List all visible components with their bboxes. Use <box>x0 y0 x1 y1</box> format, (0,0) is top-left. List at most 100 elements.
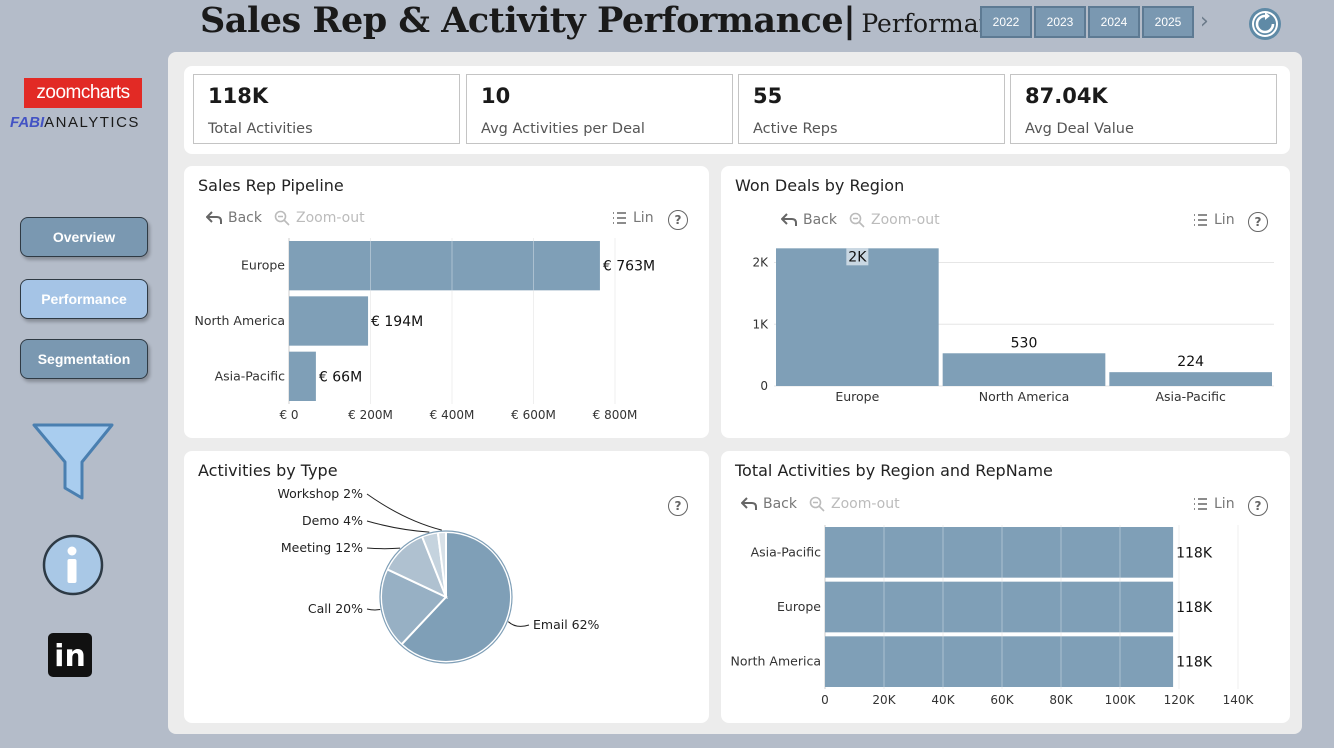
back-button[interactable]: Back <box>206 210 262 226</box>
leader-line <box>366 547 401 550</box>
zoom-out-label: Zoom-out <box>296 210 365 226</box>
year-button-2025[interactable]: 2025 <box>1142 6 1194 38</box>
info-icon[interactable] <box>42 534 104 596</box>
bar[interactable] <box>289 241 600 291</box>
list-icon <box>613 212 626 224</box>
bar[interactable] <box>289 296 369 346</box>
chevron-right-icon[interactable]: › <box>1200 9 1209 34</box>
zoomcharts-logo: zoomcharts <box>24 78 142 108</box>
pie-slice[interactable] <box>380 567 448 646</box>
kpi-value: 87.04K <box>1025 84 1108 108</box>
y-tick-label: 1K <box>752 317 769 331</box>
bar[interactable] <box>1109 372 1272 386</box>
x-tick-label: € 200M <box>348 408 393 422</box>
fabi-logo-mark: FABI <box>10 114 45 131</box>
back-button[interactable]: Back <box>741 496 797 512</box>
linkedin-icon[interactable]: in <box>48 633 92 677</box>
kpi-label: Avg Deal Value <box>1025 121 1134 137</box>
pie-slice[interactable] <box>400 530 512 663</box>
back-arrow-icon <box>741 497 757 510</box>
help-icon[interactable]: ? <box>1248 212 1268 232</box>
lin-label: Lin <box>1214 212 1235 228</box>
category-label: Asia-Pacific <box>215 368 286 383</box>
leader-line <box>366 520 430 533</box>
kpi-label: Total Activities <box>208 121 313 137</box>
help-icon[interactable]: ? <box>668 210 688 230</box>
won-deals-by-region-card: Won Deals by Region Back Zoom-out Lin ? … <box>721 166 1290 438</box>
kpi-card-avg-activities: 10 Avg Activities per Deal <box>466 74 733 144</box>
zoom-out-label: Zoom-out <box>831 496 900 512</box>
activities-by-type-card: Activities by Type ? Email 62% Call 20% Me… <box>184 451 709 723</box>
x-tick-label: 0 <box>821 693 829 707</box>
back-label: Back <box>803 212 837 228</box>
zoom-out-icon <box>849 212 865 228</box>
year-button-2023[interactable]: 2023 <box>1034 6 1086 38</box>
activities-by-type-pie: Email 62% Call 20% Meeting 12% Demo 4% Works… <box>278 486 600 664</box>
sales-rep-pipeline-chart: € 0 € 200M € 400M € 600M € 800M Europe € 763M N… <box>195 238 655 422</box>
lin-scale-toggle[interactable]: Lin <box>612 210 654 226</box>
help-icon[interactable]: ? <box>668 496 688 516</box>
bar[interactable] <box>825 636 1174 687</box>
year-button-2024[interactable]: 2024 <box>1088 6 1140 38</box>
slice-label: Demo 4% <box>302 513 363 528</box>
bar[interactable] <box>776 248 939 386</box>
lin-scale-toggle[interactable]: Lin <box>1193 212 1235 228</box>
value-label: € 194M <box>371 314 423 330</box>
bar[interactable] <box>825 527 1174 578</box>
nav-overview-button[interactable]: Overview <box>20 217 148 257</box>
total-activities-by-region-card: Total Activities by Region and RepName B… <box>721 451 1290 723</box>
nav-segmentation-button[interactable]: Segmentation <box>20 339 148 379</box>
kpi-label: Avg Activities per Deal <box>481 121 645 137</box>
bar[interactable] <box>289 351 316 401</box>
year-button-2022[interactable]: 2022 <box>980 6 1032 38</box>
y-tick-label: 0 <box>760 379 768 393</box>
kpi-card-avg-deal-value: 87.04K Avg Deal Value <box>1010 74 1277 144</box>
x-tick-label: € 400M <box>430 408 475 422</box>
fabi-logo-text: ANALYTICS <box>44 114 140 131</box>
refresh-icon[interactable] <box>1248 7 1282 41</box>
kpi-value: 55 <box>753 84 783 108</box>
x-tick-label: 120K <box>1164 693 1196 707</box>
kpi-card-active-reps: 55 Active Reps <box>738 74 1005 144</box>
filter-funnel-icon[interactable] <box>32 422 114 502</box>
x-tick-label: 140K <box>1223 693 1255 707</box>
bar[interactable] <box>825 581 1174 633</box>
category-label: North America <box>195 313 286 328</box>
zoom-out-button[interactable]: Zoom-out <box>274 210 365 226</box>
value-label: 118K <box>1176 600 1213 616</box>
zoom-out-button[interactable]: Zoom-out <box>849 212 940 228</box>
linkedin-label: in <box>54 639 86 674</box>
value-label: 2K <box>848 249 867 265</box>
bar[interactable] <box>942 353 1106 386</box>
zoom-out-icon <box>274 210 290 226</box>
sales-rep-pipeline-card: Sales Rep Pipeline Back Zoom-out Lin ? €… <box>184 166 709 438</box>
x-tick-label: 100K <box>1105 693 1137 707</box>
pie-outline <box>379 530 513 664</box>
x-tick-label: € 600M <box>511 408 556 422</box>
zoom-out-button[interactable]: Zoom-out <box>809 496 900 512</box>
value-label: € 66M <box>319 369 362 385</box>
category-label: Europe <box>777 599 821 614</box>
list-icon <box>1194 214 1207 226</box>
kpi-value: 118K <box>208 84 269 108</box>
category-label: Asia-Pacific <box>751 544 822 559</box>
lin-scale-toggle[interactable]: Lin <box>1193 496 1235 512</box>
fabi-analytics-logo: FABIANALYTICS <box>10 114 140 131</box>
help-icon[interactable]: ? <box>1248 496 1268 516</box>
value-label: 118K <box>1176 545 1213 561</box>
pie-slice[interactable] <box>436 530 447 598</box>
value-label: € 763M <box>603 259 655 275</box>
nav-performance-button[interactable]: Performance <box>20 279 148 319</box>
dashboard-title: Sales Rep & Activity Performance| <box>200 0 856 41</box>
list-icon <box>1194 498 1207 510</box>
year-slicer: 2022 2023 2024 2025 <box>980 6 1194 38</box>
category-label: Europe <box>241 258 285 273</box>
lin-label: Lin <box>633 210 654 226</box>
chart-title: Total Activities by Region and RepName <box>735 461 1053 480</box>
back-button[interactable]: Back <box>781 212 837 228</box>
slice-label: Call 20% <box>308 601 363 616</box>
back-label: Back <box>763 496 797 512</box>
leader-line <box>366 608 381 611</box>
leader-line <box>366 493 442 531</box>
page-title: Sales Rep & Activity Performance| Perfor… <box>200 0 1024 44</box>
